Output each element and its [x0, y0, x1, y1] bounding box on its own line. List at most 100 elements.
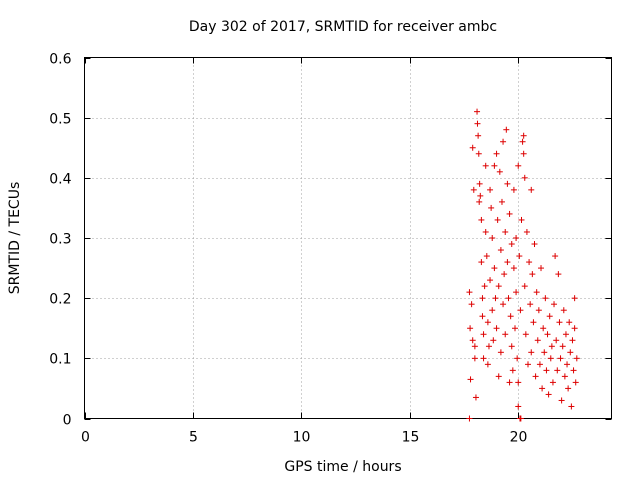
data-point — [471, 355, 478, 362]
data-point — [528, 186, 535, 193]
data-point — [519, 138, 526, 145]
data-point — [493, 150, 500, 157]
data-point — [472, 394, 479, 401]
data-point — [554, 367, 561, 374]
x-tick-label: 0 — [81, 430, 90, 446]
data-point — [489, 235, 496, 241]
data-point — [497, 349, 504, 356]
data-point — [504, 180, 511, 187]
data-point — [526, 259, 533, 266]
data-point — [476, 198, 483, 205]
data-point — [494, 216, 501, 223]
data-point — [540, 325, 547, 332]
data-point — [467, 325, 474, 332]
data-point — [509, 367, 516, 374]
data-point — [483, 253, 490, 260]
y-axis-label: SRMTID / TECUs — [7, 182, 23, 295]
data-point — [496, 168, 503, 175]
y-tick-label: 0.5 — [49, 112, 71, 128]
data-point — [466, 415, 473, 422]
data-point — [543, 367, 550, 374]
data-point — [488, 204, 495, 211]
data-point — [518, 216, 525, 223]
data-point — [517, 415, 524, 422]
data-point — [478, 216, 485, 223]
data-point — [510, 265, 517, 272]
data-point — [466, 289, 473, 296]
data-point — [478, 259, 485, 266]
data-point — [495, 373, 502, 380]
grid-lines — [84, 57, 612, 419]
data-point — [513, 289, 520, 296]
data-point — [571, 295, 578, 302]
data-point — [545, 391, 552, 398]
data-point — [531, 241, 538, 248]
data-point — [566, 319, 573, 326]
data-point — [469, 337, 476, 344]
data-point — [521, 174, 528, 181]
data-point — [548, 343, 555, 350]
data-point — [508, 241, 515, 248]
data-point — [529, 271, 536, 278]
data-point — [482, 162, 489, 169]
data-point — [490, 337, 497, 344]
data-point — [474, 108, 481, 115]
y-tick-label: 0.4 — [49, 172, 71, 188]
data-point — [560, 307, 567, 314]
data-point — [515, 379, 522, 386]
data-point — [539, 385, 546, 392]
x-axis-label: GPS time / hours — [284, 459, 401, 475]
data-point — [476, 180, 483, 187]
data-point — [481, 283, 488, 290]
data-point — [497, 247, 504, 254]
data-point — [558, 397, 565, 404]
data-point — [515, 162, 522, 169]
data-point — [567, 349, 574, 356]
data-point — [475, 150, 482, 157]
data-point — [573, 355, 580, 362]
data-point — [479, 295, 486, 302]
data-point — [571, 325, 578, 332]
axis-ticks: 0 0.1 0.2 0.3 0.4 0.5 0.6 0 5 10 15 20 — [49, 52, 612, 446]
data-point — [535, 307, 542, 314]
x-tick-label: 5 — [189, 430, 198, 446]
x-tick-label: 15 — [402, 430, 420, 446]
y-tick-label: 0.3 — [49, 232, 71, 248]
data-point — [515, 403, 522, 410]
data-point — [498, 198, 505, 205]
y-tick-label: 0.1 — [49, 352, 71, 368]
data-point — [553, 337, 560, 344]
data-point — [468, 301, 475, 308]
data-point — [513, 235, 520, 241]
data-point — [532, 373, 539, 380]
data-point — [492, 295, 499, 302]
data-point — [541, 349, 548, 356]
data-point — [538, 265, 545, 272]
data-point — [525, 361, 532, 368]
data-point — [504, 259, 511, 266]
data-point — [479, 313, 486, 320]
data-point — [502, 228, 509, 235]
data-point — [480, 331, 487, 338]
data-point — [469, 144, 476, 151]
data-point — [502, 331, 509, 338]
data-point — [514, 355, 521, 362]
data-point — [477, 192, 484, 199]
data-point — [507, 313, 514, 320]
plot-frame — [84, 57, 612, 419]
data-point — [533, 289, 540, 296]
data-point — [482, 228, 489, 235]
data-point — [544, 331, 551, 338]
data-point — [565, 385, 572, 392]
data-point — [551, 301, 558, 308]
data-point — [556, 319, 563, 326]
data-point — [555, 271, 562, 278]
data-point — [505, 295, 512, 302]
data-point — [489, 307, 496, 314]
data-point — [523, 228, 530, 235]
data-point — [500, 138, 507, 145]
data-point — [521, 283, 528, 290]
data-point — [520, 150, 527, 157]
data-point — [500, 301, 507, 308]
